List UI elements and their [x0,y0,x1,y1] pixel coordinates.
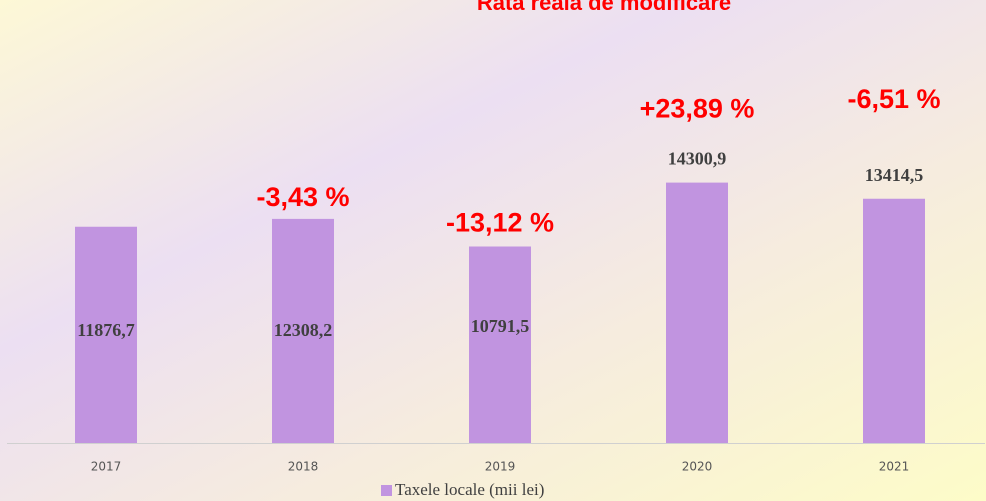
x-tick-label: 2018 [288,460,319,474]
legend-swatch [381,485,392,496]
value-label: 12308,2 [274,320,333,340]
x-tick-label: 2017 [91,460,122,474]
x-tick-label: 2019 [485,460,516,474]
bar [75,226,137,443]
rate-label: -3,43 % [256,182,349,212]
bar [272,218,334,443]
value-label: 11876,7 [77,320,135,340]
x-tick-label: 2021 [879,460,910,474]
bar [469,246,531,443]
chart-title: Rata reală de modificare [477,0,731,15]
bar [666,182,728,444]
rate-label: -6,51 % [847,84,940,114]
rate-label: -13,12 % [446,208,554,238]
value-label: 13414,5 [865,165,924,185]
value-label: 10791,5 [471,316,530,336]
value-label: 14300,9 [668,149,727,169]
x-tick-label: 2020 [682,460,713,474]
rate-label: +23,89 % [640,94,755,124]
legend-label: Taxele locale (mii lei) [395,480,544,499]
bar [863,198,925,443]
